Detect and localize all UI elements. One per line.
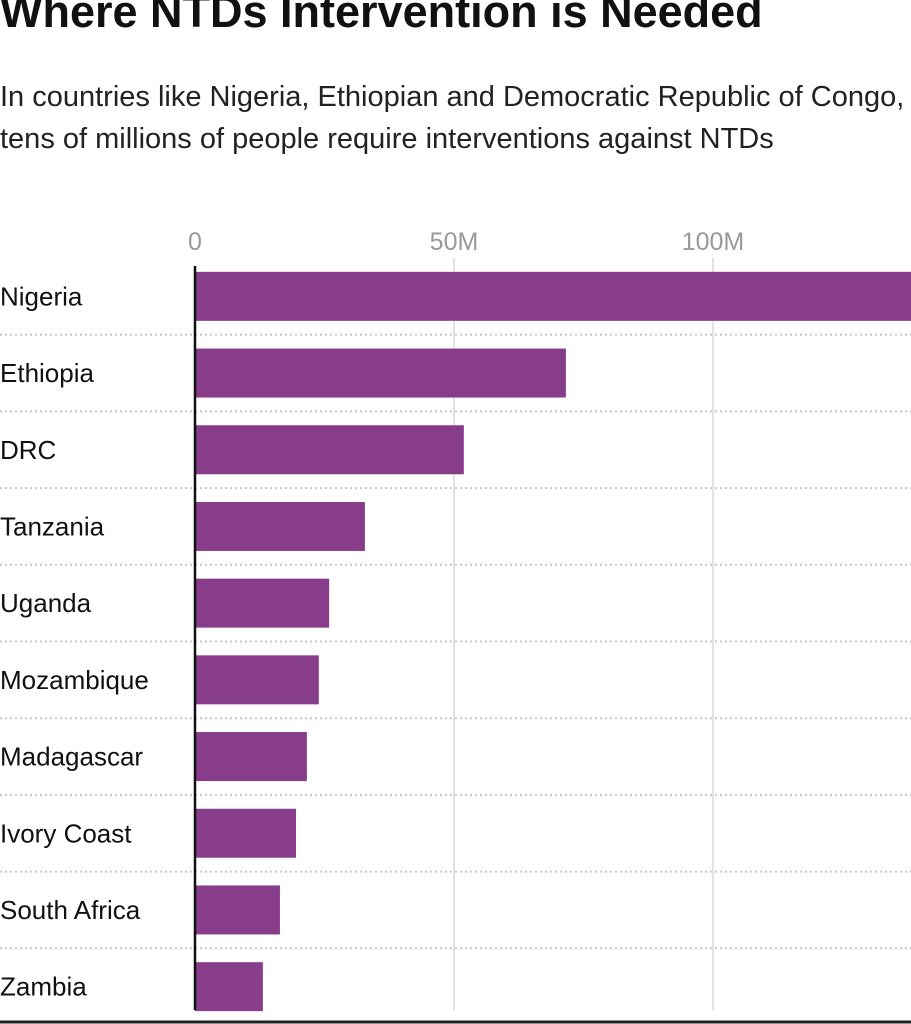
category-label: Ethiopia [0,358,94,388]
category-label: Zambia [0,972,87,1002]
bar-uganda [195,578,330,628]
category-label: Mozambique [0,665,149,695]
x-tick-label: 100M [682,228,745,256]
chart-title: Where NTDs Intervention is Needed [0,0,763,37]
category-label: Tanzania [0,511,105,541]
x-tick-label: 50M [430,228,479,256]
bar-drc [195,425,464,475]
category-label: Madagascar [0,742,143,772]
chart-subtitle: In countries like Nigeria, Ethiopian and… [0,81,905,155]
bar-ivory-coast [195,808,297,858]
bar-tanzania [195,501,365,551]
category-label: Uganda [0,588,92,618]
category-label: South Africa [0,895,141,925]
category-label: Nigeria [0,281,83,311]
bar-madagascar [195,732,307,782]
bar-ethiopia [195,348,566,398]
category-label: DRC [0,435,56,465]
bar-mozambique [195,655,319,705]
bar-south-africa [195,885,280,935]
bar-zambia [195,962,263,1012]
x-tick-label: 0 [188,228,202,256]
category-label: Ivory Coast [0,818,132,848]
bar-nigeria [195,271,911,321]
